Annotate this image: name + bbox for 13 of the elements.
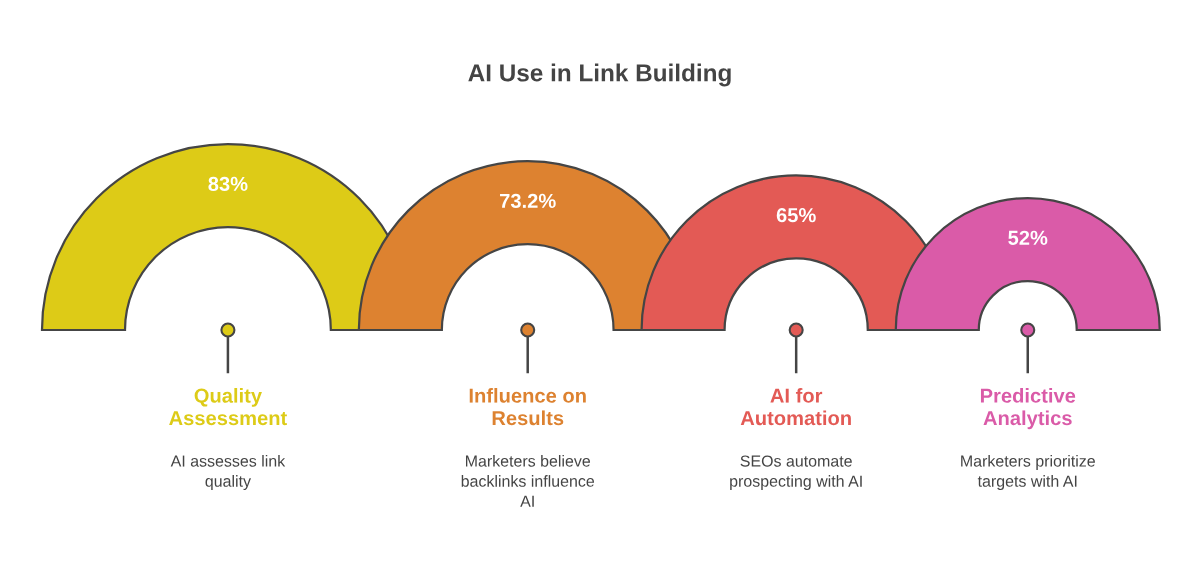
category-label: Predictive Analytics: [980, 388, 1076, 430]
category-label: AI for Automation: [740, 388, 851, 426]
text: Marketers believe backlinks influence AI: [461, 455, 595, 507]
text: AI assesses link quality: [170, 455, 286, 490]
data-label: 52%: [1008, 230, 1048, 245]
data-label: 65%: [776, 208, 816, 223]
data-label: 83%: [208, 176, 248, 192]
text: AI Use in Link Building: [468, 63, 731, 87]
category-label: Quality Assessment: [169, 388, 288, 426]
text: Marketers prioritize targets with AI: [961, 455, 1095, 490]
text: SEOs automate prospecting with AI: [730, 455, 862, 490]
data-label: 73.2%: [500, 193, 556, 209]
category-label: Influence on Results: [469, 388, 586, 426]
